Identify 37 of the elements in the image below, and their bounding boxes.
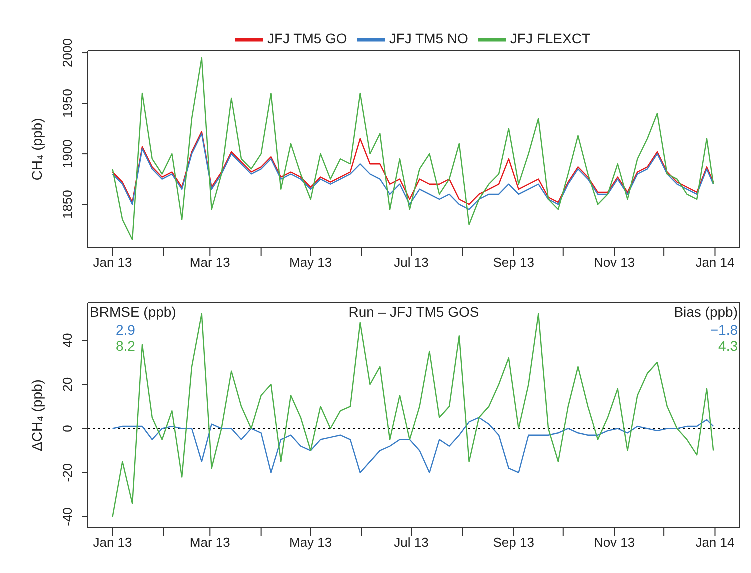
y-axis-title: CH₄ (ppb)	[28, 118, 45, 181]
annotation: −1.8	[710, 322, 738, 338]
x-tick-label: Sep 13	[493, 535, 534, 550]
annotation: Run – JFJ TM5 GOS	[348, 304, 480, 320]
x-tick-label: Jan 14	[696, 255, 735, 270]
y-tick-label: 40	[60, 333, 75, 348]
y-tick-label: 0	[60, 425, 75, 432]
y-tick-label: 1850	[60, 190, 75, 220]
annotation: BRMSE (ppb)	[90, 304, 176, 320]
annotation: 4.3	[718, 338, 738, 354]
x-tick-label: Sep 13	[493, 255, 534, 270]
y-tick-label: 1950	[60, 89, 75, 118]
x-tick-label: Nov 13	[594, 255, 636, 270]
x-tick-label: Jul 13	[394, 255, 429, 270]
x-tick-label: Jan 14	[696, 535, 735, 550]
x-tick-label: Jan 13	[93, 535, 132, 550]
x-tick-label: Mar 13	[190, 255, 230, 270]
y-tick-label: -40	[60, 508, 75, 526]
y-tick-label: 2000	[60, 38, 75, 68]
y-axis-title: ΔCH₄ (ppb)	[28, 380, 45, 452]
legend-label: JFJ TM5 NO	[389, 30, 468, 47]
line-series	[112, 57, 714, 241]
annotation: 8.2	[116, 338, 136, 354]
x-tick-label: Jan 13	[93, 255, 132, 270]
legend-label: JFJ FLEXCT	[510, 30, 591, 47]
annotation: Bias (ppb)	[674, 304, 738, 320]
legend-label: JFJ TM5 GO	[267, 30, 348, 47]
x-tick-label: May 13	[290, 255, 332, 270]
x-tick-label: Nov 13	[594, 535, 636, 550]
x-tick-label: Mar 13	[190, 535, 230, 550]
x-tick-label: Jul 13	[394, 535, 429, 550]
y-tick-label: -20	[60, 463, 75, 482]
line-series	[112, 417, 714, 474]
annotation: 2.9	[116, 322, 136, 338]
y-tick-label: 1900	[60, 140, 75, 169]
y-tick-label: 20	[60, 377, 75, 392]
x-tick-label: May 13	[290, 535, 332, 550]
